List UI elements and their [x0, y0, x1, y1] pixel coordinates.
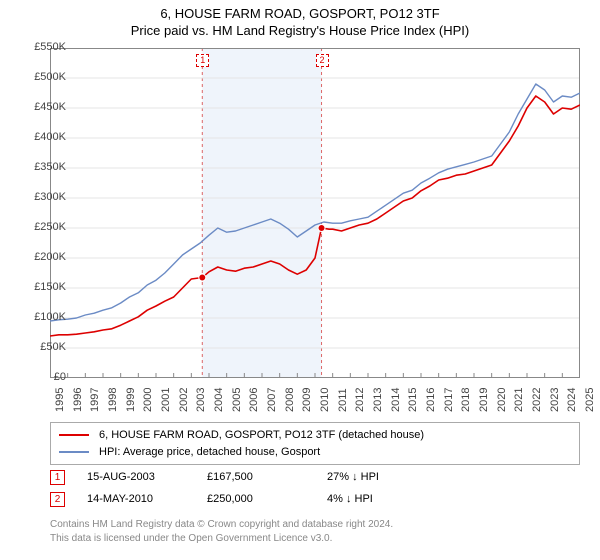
sale-date: 14-MAY-2010: [87, 493, 207, 505]
footer-line: Contains HM Land Registry data © Crown c…: [50, 518, 393, 532]
xtick-label: 2012: [354, 388, 366, 412]
xtick-label: 2002: [178, 388, 190, 412]
xtick-label: 2021: [513, 388, 525, 412]
ytick-label: £200K: [6, 251, 66, 263]
sale-date: 15-AUG-2003: [87, 471, 207, 483]
xtick-label: 2022: [531, 388, 543, 412]
legend-text: 6, HOUSE FARM ROAD, GOSPORT, PO12 3TF (d…: [99, 427, 424, 444]
footer: Contains HM Land Registry data © Crown c…: [50, 518, 393, 546]
chart: [50, 48, 580, 378]
legend-swatch: [59, 451, 89, 453]
xtick-label: 2001: [160, 388, 172, 412]
xtick-label: 1995: [54, 388, 66, 412]
xtick-label: 2020: [496, 388, 508, 412]
sale-marker-icon: 1: [50, 470, 65, 485]
ytick-label: £250K: [6, 221, 66, 233]
sale-rows: 1 15-AUG-2003 £167,500 27% ↓ HPI 2 14-MA…: [50, 466, 580, 510]
legend-swatch: [59, 434, 89, 436]
xtick-label: 2019: [478, 388, 490, 412]
sale-price: £167,500: [207, 471, 327, 483]
xtick-label: 1996: [72, 388, 84, 412]
legend: 6, HOUSE FARM ROAD, GOSPORT, PO12 3TF (d…: [50, 422, 580, 465]
ytick-label: £0: [6, 371, 66, 383]
xtick-label: 2009: [301, 388, 313, 412]
xtick-label: 2024: [566, 388, 578, 412]
plot-marker: 1: [196, 54, 209, 67]
xtick-label: 2016: [425, 388, 437, 412]
xtick-label: 2004: [213, 388, 225, 412]
sale-row: 1 15-AUG-2003 £167,500 27% ↓ HPI: [50, 466, 580, 488]
sale-price: £250,000: [207, 493, 327, 505]
xtick-label: 2013: [372, 388, 384, 412]
xtick-label: 1997: [89, 388, 101, 412]
ytick-label: £100K: [6, 311, 66, 323]
footer-line: This data is licensed under the Open Gov…: [50, 532, 393, 546]
xtick-label: 2015: [407, 388, 419, 412]
sale-marker-icon: 2: [50, 492, 65, 507]
xtick-label: 1998: [107, 388, 119, 412]
ytick-label: £400K: [6, 131, 66, 143]
xtick-label: 2006: [248, 388, 260, 412]
sale-delta: 4% ↓ HPI: [327, 493, 447, 505]
plot-marker: 2: [316, 54, 329, 67]
ytick-label: £450K: [6, 101, 66, 113]
sale-delta: 27% ↓ HPI: [327, 471, 447, 483]
title-address: 6, HOUSE FARM ROAD, GOSPORT, PO12 3TF: [0, 6, 600, 23]
ytick-label: £350K: [6, 161, 66, 173]
ytick-label: £500K: [6, 71, 66, 83]
xtick-label: 2003: [195, 388, 207, 412]
xtick-label: 1999: [125, 388, 137, 412]
title-subtitle: Price paid vs. HM Land Registry's House …: [0, 23, 600, 40]
ytick-label: £550K: [6, 41, 66, 53]
xtick-label: 2000: [142, 388, 154, 412]
xtick-label: 2018: [460, 388, 472, 412]
xtick-label: 2008: [284, 388, 296, 412]
legend-item: 6, HOUSE FARM ROAD, GOSPORT, PO12 3TF (d…: [59, 427, 571, 444]
legend-text: HPI: Average price, detached house, Gosp…: [99, 444, 320, 461]
xtick-label: 2017: [443, 388, 455, 412]
ytick-label: £300K: [6, 191, 66, 203]
sale-row: 2 14-MAY-2010 £250,000 4% ↓ HPI: [50, 488, 580, 510]
xtick-label: 2005: [231, 388, 243, 412]
xtick-label: 2023: [549, 388, 561, 412]
xtick-label: 2011: [337, 388, 349, 412]
ytick-label: £50K: [6, 341, 66, 353]
xtick-label: 2014: [390, 388, 402, 412]
legend-item: HPI: Average price, detached house, Gosp…: [59, 444, 571, 461]
xtick-label: 2007: [266, 388, 278, 412]
ytick-label: £150K: [6, 281, 66, 293]
chart-svg: [50, 48, 580, 378]
xtick-label: 2010: [319, 388, 331, 412]
xtick-label: 2025: [584, 388, 596, 412]
